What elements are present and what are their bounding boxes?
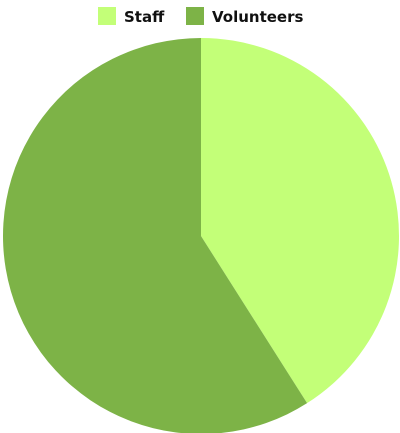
legend-label-volunteers: Volunteers <box>212 8 304 26</box>
legend-label-staff: Staff <box>124 8 165 26</box>
legend-swatch-staff <box>98 7 116 25</box>
pie-slices <box>3 38 400 433</box>
legend-swatch-volunteers <box>186 7 204 25</box>
pie-slice-volunteers <box>3 38 308 433</box>
chart-legend: Staff Volunteers <box>98 7 304 26</box>
pie-slice-staff <box>201 38 400 404</box>
